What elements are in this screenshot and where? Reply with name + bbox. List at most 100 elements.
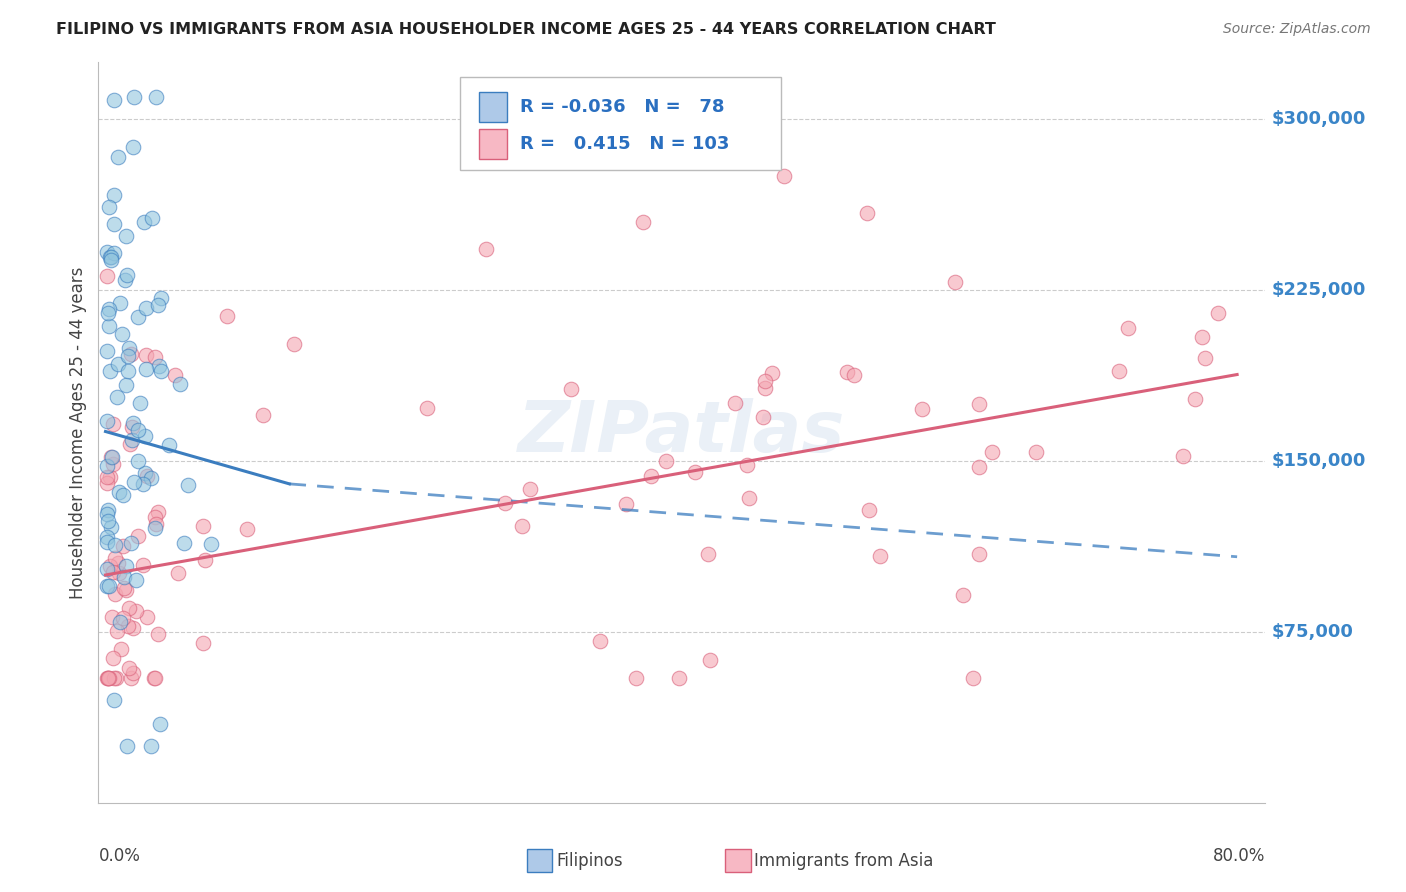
Point [157, 438, 180, 452]
Point [97, 671, 120, 685]
Point [98, 250, 121, 264]
Point [631, 215, 654, 229]
Point [146, 298, 169, 312]
Point [1108, 364, 1130, 378]
Point [100, 610, 122, 624]
Point [761, 366, 783, 380]
FancyBboxPatch shape [479, 129, 508, 159]
Text: 0.0%: 0.0% [98, 847, 141, 865]
Point [127, 310, 149, 325]
Point [835, 365, 858, 379]
Point [842, 368, 865, 383]
Point [98, 579, 121, 593]
Point [134, 429, 156, 443]
Point [962, 671, 984, 685]
Point [125, 604, 148, 618]
Point [616, 498, 638, 512]
Point [120, 671, 142, 685]
Point [111, 488, 134, 502]
Point [494, 496, 516, 510]
Point [98, 470, 121, 484]
Point [141, 211, 163, 225]
Point [96, 245, 118, 260]
Text: Immigrants from Asia: Immigrants from Asia [754, 852, 934, 870]
Point [1206, 305, 1229, 319]
Point [111, 611, 134, 625]
Point [101, 417, 124, 431]
Point [139, 739, 162, 753]
Point [117, 364, 139, 378]
Point [118, 341, 141, 355]
Point [773, 169, 796, 184]
Point [98, 559, 121, 574]
Text: $75,000: $75,000 [1271, 623, 1353, 641]
Point [148, 359, 170, 373]
Point [114, 273, 136, 287]
Point [101, 565, 124, 579]
Point [121, 621, 143, 635]
Point [132, 476, 155, 491]
Point [104, 551, 127, 566]
Point [122, 89, 145, 103]
Point [136, 468, 159, 483]
Point [193, 519, 215, 533]
Point [124, 573, 146, 587]
Point [103, 693, 125, 707]
Point [121, 417, 143, 431]
Point [475, 242, 498, 256]
Point [117, 350, 139, 364]
Point [108, 615, 131, 629]
Point [97, 514, 120, 528]
Point [149, 717, 172, 731]
Point [1173, 449, 1195, 463]
Text: Filipinos: Filipinos [555, 852, 623, 870]
Text: $150,000: $150,000 [1271, 452, 1365, 470]
Point [142, 671, 165, 685]
Point [143, 350, 166, 364]
Point [101, 450, 124, 464]
Point [943, 275, 966, 289]
Point [115, 582, 138, 597]
FancyBboxPatch shape [527, 848, 553, 872]
Point [668, 671, 690, 685]
Point [107, 358, 129, 372]
Point [217, 310, 239, 324]
Text: 80.0%: 80.0% [1213, 847, 1265, 865]
Point [103, 217, 125, 231]
Point [107, 150, 129, 164]
Point [97, 306, 120, 320]
Point [96, 671, 118, 685]
Point [105, 624, 128, 638]
Point [97, 671, 120, 685]
Point [754, 374, 776, 388]
Point [96, 530, 118, 544]
Text: $225,000: $225,000 [1271, 281, 1365, 299]
FancyBboxPatch shape [460, 78, 782, 169]
Text: R = -0.036   N =   78: R = -0.036 N = 78 [520, 98, 724, 116]
Point [96, 475, 118, 490]
Point [132, 558, 155, 573]
Point [163, 368, 186, 382]
Point [1184, 392, 1206, 407]
Point [754, 381, 776, 395]
Y-axis label: Householder Income Ages 25 - 44 years: Householder Income Ages 25 - 44 years [69, 267, 87, 599]
Point [969, 460, 991, 475]
Point [416, 401, 439, 415]
Point [121, 419, 143, 434]
Point [967, 397, 990, 411]
Point [624, 671, 647, 685]
Point [560, 382, 582, 396]
Point [252, 408, 274, 422]
Point [699, 653, 721, 667]
Point [120, 536, 142, 550]
Point [96, 414, 118, 428]
Point [135, 301, 157, 315]
Point [952, 588, 974, 602]
Point [143, 510, 166, 524]
Point [127, 529, 149, 543]
Point [858, 503, 880, 517]
Point [120, 346, 142, 360]
Point [96, 469, 118, 483]
Point [103, 245, 125, 260]
Text: R =   0.415   N = 103: R = 0.415 N = 103 [520, 135, 730, 153]
